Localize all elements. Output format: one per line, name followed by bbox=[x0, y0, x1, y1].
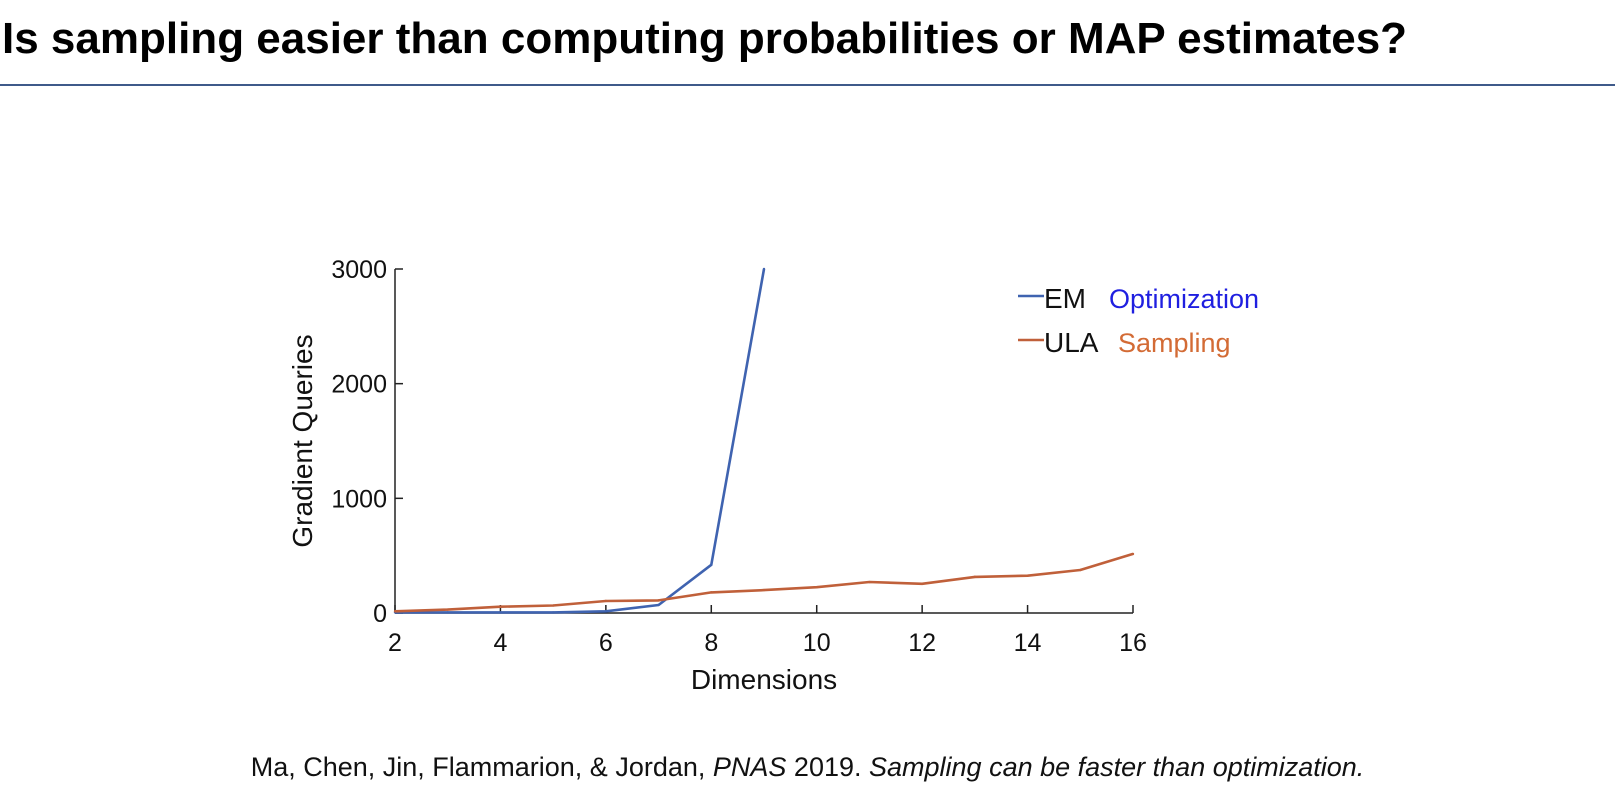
data-point-em bbox=[657, 603, 660, 607]
x-tick-label: 10 bbox=[803, 629, 831, 657]
data-point-em bbox=[762, 267, 766, 271]
y-axis-label: Gradient Queries bbox=[287, 334, 318, 547]
data-point-ula bbox=[499, 605, 502, 608]
data-point-ula bbox=[868, 580, 871, 584]
x-axis-label: Dimensions bbox=[691, 664, 837, 695]
data-point-ula bbox=[1131, 552, 1135, 556]
data-point-em bbox=[604, 610, 608, 613]
data-point-ula bbox=[1026, 574, 1029, 577]
series-line-ula bbox=[394, 552, 1134, 613]
citation: Ma, Chen, Jin, Flammarion, & Jordan, PNA… bbox=[0, 752, 1615, 783]
data-point-ula bbox=[920, 582, 924, 585]
data-point-ula bbox=[446, 608, 449, 611]
y-tick-label: 1000 bbox=[331, 485, 387, 513]
y-tick-label: 2000 bbox=[331, 371, 387, 399]
data-point-em bbox=[551, 611, 555, 614]
slide-title: Is sampling easier than computing probab… bbox=[2, 14, 1408, 63]
annotation-sampling: Sampling bbox=[1118, 328, 1231, 358]
data-point-ula bbox=[1079, 568, 1082, 572]
citation-year: 2019. bbox=[786, 752, 869, 782]
citation-paper-title: Sampling can be faster than optimization… bbox=[869, 752, 1365, 782]
x-tick-label: 2 bbox=[388, 629, 402, 657]
data-point-ula bbox=[393, 610, 397, 613]
x-tick-label: 6 bbox=[599, 629, 613, 657]
data-point-em bbox=[446, 611, 449, 614]
y-tick-label: 0 bbox=[373, 600, 387, 628]
title-divider bbox=[0, 84, 1615, 86]
data-point-ula bbox=[973, 575, 977, 579]
x-tick-label: 12 bbox=[908, 629, 936, 657]
annotation-optimization: Optimization bbox=[1109, 284, 1259, 314]
legend-label-em: EM bbox=[1044, 283, 1086, 314]
legend-label-ula: ULA bbox=[1044, 327, 1099, 358]
data-point-ula bbox=[657, 599, 660, 602]
x-tick-label: 16 bbox=[1119, 629, 1147, 657]
citation-journal: PNAS bbox=[712, 752, 787, 782]
x-tick-label: 4 bbox=[493, 629, 507, 657]
x-tick-label: 8 bbox=[704, 629, 718, 657]
series-line-em bbox=[395, 268, 766, 614]
x-tick-label: 14 bbox=[1014, 629, 1042, 657]
data-point-ula bbox=[710, 591, 713, 594]
citation-authors: Ma, Chen, Jin, Flammarion, & Jordan, bbox=[250, 752, 713, 782]
data-point-em bbox=[710, 563, 713, 567]
data-point-ula bbox=[604, 599, 608, 603]
data-point-ula bbox=[551, 604, 555, 607]
data-point-em bbox=[499, 611, 502, 614]
y-tick-label: 3000 bbox=[331, 256, 387, 284]
data-point-ula bbox=[762, 588, 766, 592]
data-point-ula bbox=[815, 586, 818, 589]
